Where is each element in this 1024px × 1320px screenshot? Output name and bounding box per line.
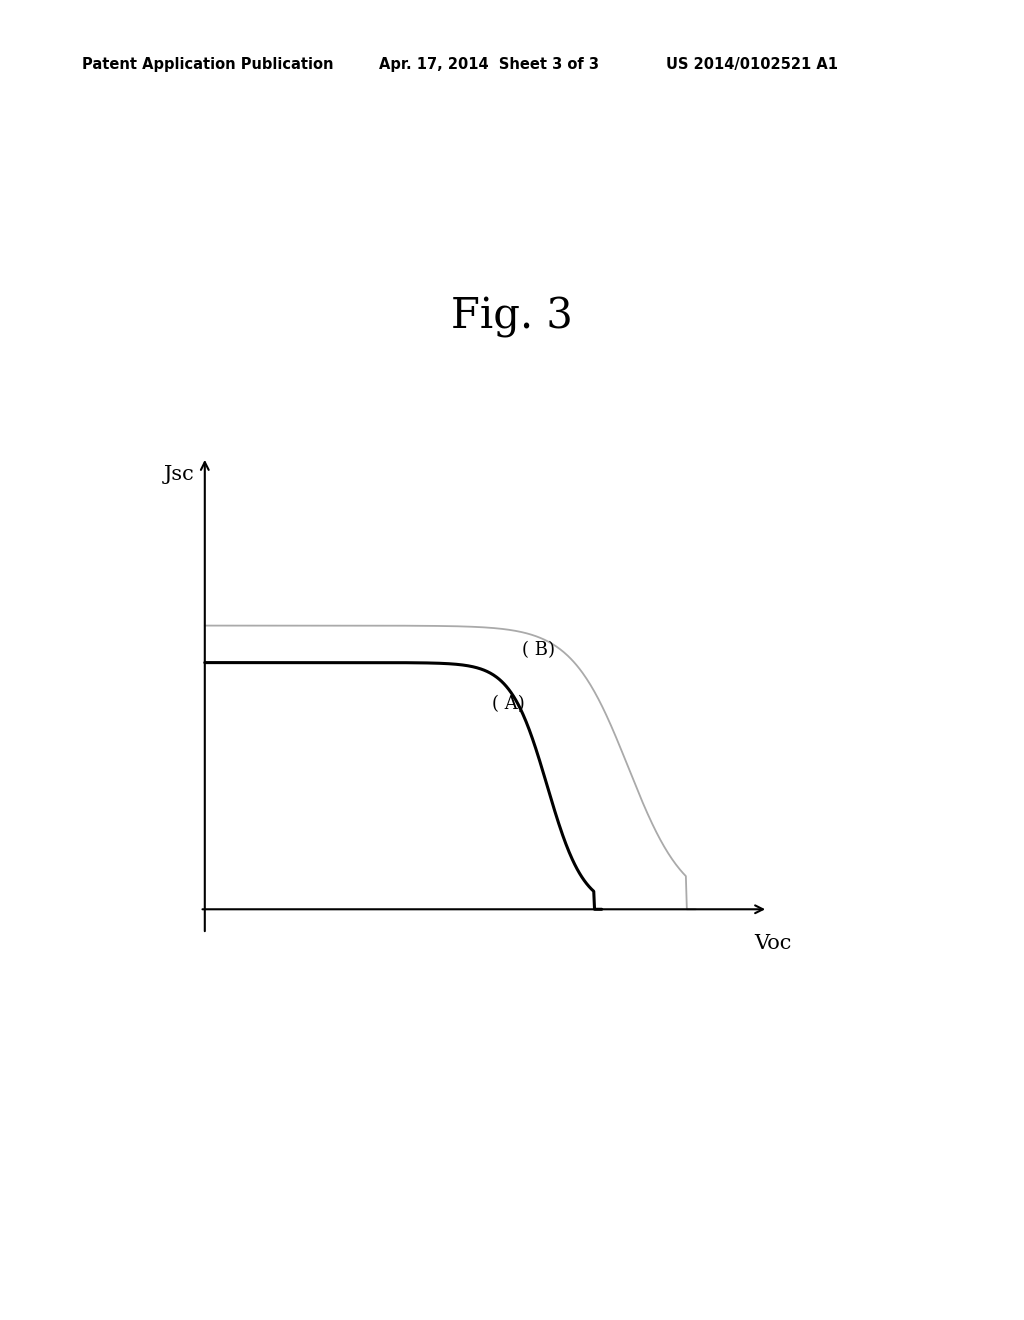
Text: Voc: Voc [755, 935, 792, 953]
Text: US 2014/0102521 A1: US 2014/0102521 A1 [666, 57, 838, 71]
Text: ( A): ( A) [492, 694, 524, 713]
Text: Jsc: Jsc [164, 465, 195, 484]
Text: ( B): ( B) [522, 642, 555, 659]
Text: Fig. 3: Fig. 3 [451, 296, 573, 338]
Text: Apr. 17, 2014  Sheet 3 of 3: Apr. 17, 2014 Sheet 3 of 3 [379, 57, 599, 71]
Text: Patent Application Publication: Patent Application Publication [82, 57, 334, 71]
